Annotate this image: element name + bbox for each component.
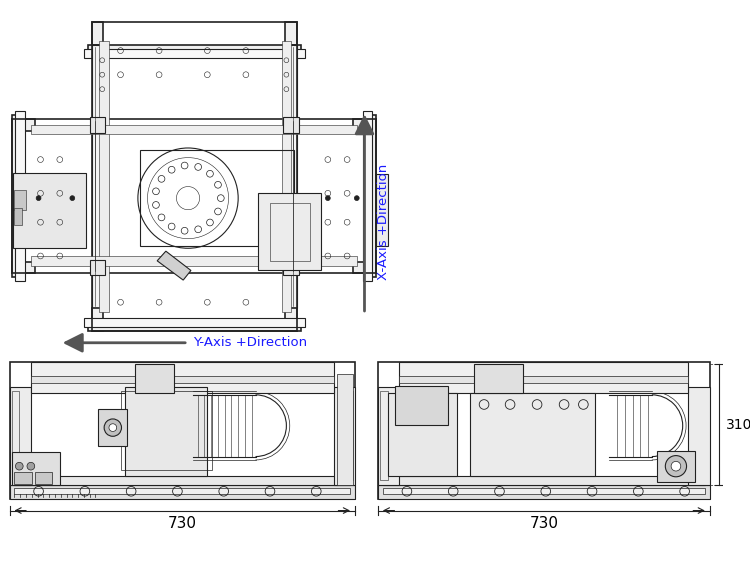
Bar — [286, 45, 297, 308]
Bar — [399, 362, 688, 393]
Bar — [376, 174, 388, 246]
Bar — [14, 488, 350, 494]
Bar — [353, 262, 376, 273]
Bar — [90, 260, 105, 275]
Circle shape — [206, 219, 213, 226]
Bar — [378, 387, 399, 485]
Bar — [382, 488, 705, 494]
Bar — [353, 119, 376, 131]
Bar — [382, 476, 705, 485]
Bar — [31, 362, 334, 393]
Bar — [34, 472, 52, 484]
Bar — [378, 362, 710, 499]
Bar — [10, 485, 355, 499]
Circle shape — [104, 419, 122, 436]
Bar — [10, 362, 355, 499]
Bar — [345, 391, 353, 480]
Bar — [92, 308, 104, 331]
Circle shape — [16, 462, 23, 470]
Text: X-Axis +Direction: X-Axis +Direction — [377, 164, 390, 280]
Circle shape — [214, 181, 221, 188]
Bar — [395, 386, 448, 425]
Circle shape — [214, 208, 221, 215]
Bar — [362, 111, 372, 281]
Bar — [284, 260, 299, 275]
Text: 730: 730 — [530, 516, 558, 531]
Bar — [16, 111, 25, 281]
Bar — [688, 387, 709, 485]
Bar — [92, 21, 104, 45]
Circle shape — [109, 424, 117, 432]
Bar — [13, 173, 86, 248]
Circle shape — [27, 462, 34, 470]
Bar — [657, 451, 695, 481]
Bar — [125, 387, 207, 476]
Bar — [135, 364, 173, 393]
Bar — [286, 308, 297, 331]
Bar — [88, 324, 301, 331]
Bar — [286, 21, 297, 45]
Bar — [121, 391, 212, 470]
Text: 730: 730 — [168, 516, 196, 531]
Bar — [98, 409, 128, 446]
Bar — [99, 41, 109, 312]
Circle shape — [195, 164, 202, 170]
Bar — [470, 393, 595, 476]
Bar — [378, 485, 710, 499]
Circle shape — [158, 176, 165, 182]
Text: 310: 310 — [726, 418, 750, 432]
Bar — [11, 452, 60, 485]
Bar — [92, 21, 297, 331]
Bar — [140, 150, 294, 246]
Circle shape — [152, 202, 159, 208]
Circle shape — [206, 171, 213, 177]
Bar — [88, 45, 301, 53]
Bar — [11, 115, 20, 277]
Bar — [11, 119, 376, 273]
Bar — [14, 190, 26, 210]
Bar — [14, 208, 22, 225]
Circle shape — [671, 462, 681, 471]
Bar — [388, 393, 457, 476]
Bar — [11, 391, 20, 480]
Bar — [259, 193, 321, 271]
Bar — [334, 387, 355, 485]
Bar — [31, 376, 334, 383]
Circle shape — [158, 214, 165, 221]
Bar — [31, 256, 357, 266]
Text: Y-Axis +Direction: Y-Axis +Direction — [193, 336, 307, 349]
Circle shape — [195, 226, 202, 233]
Circle shape — [354, 195, 359, 201]
Circle shape — [36, 195, 41, 201]
Circle shape — [138, 148, 238, 248]
Bar — [84, 318, 304, 327]
Polygon shape — [158, 251, 191, 280]
Bar — [10, 387, 31, 485]
Bar — [270, 203, 310, 261]
Bar — [31, 125, 357, 134]
Circle shape — [168, 223, 175, 230]
Circle shape — [168, 166, 175, 173]
Circle shape — [152, 188, 159, 195]
Bar — [14, 472, 32, 484]
Bar — [399, 376, 688, 383]
Bar — [84, 49, 304, 58]
Bar — [380, 391, 388, 480]
Bar — [368, 115, 376, 277]
Bar — [11, 262, 34, 273]
Circle shape — [182, 162, 188, 169]
Bar — [281, 41, 291, 312]
Circle shape — [217, 195, 224, 202]
Circle shape — [326, 195, 330, 201]
Circle shape — [182, 227, 188, 234]
Circle shape — [665, 455, 686, 477]
Bar — [90, 117, 105, 133]
Bar — [11, 119, 34, 131]
Bar — [338, 373, 353, 485]
Bar — [475, 364, 523, 393]
Circle shape — [70, 195, 75, 201]
Bar — [14, 476, 350, 485]
Bar — [92, 45, 104, 308]
Bar — [284, 117, 299, 133]
